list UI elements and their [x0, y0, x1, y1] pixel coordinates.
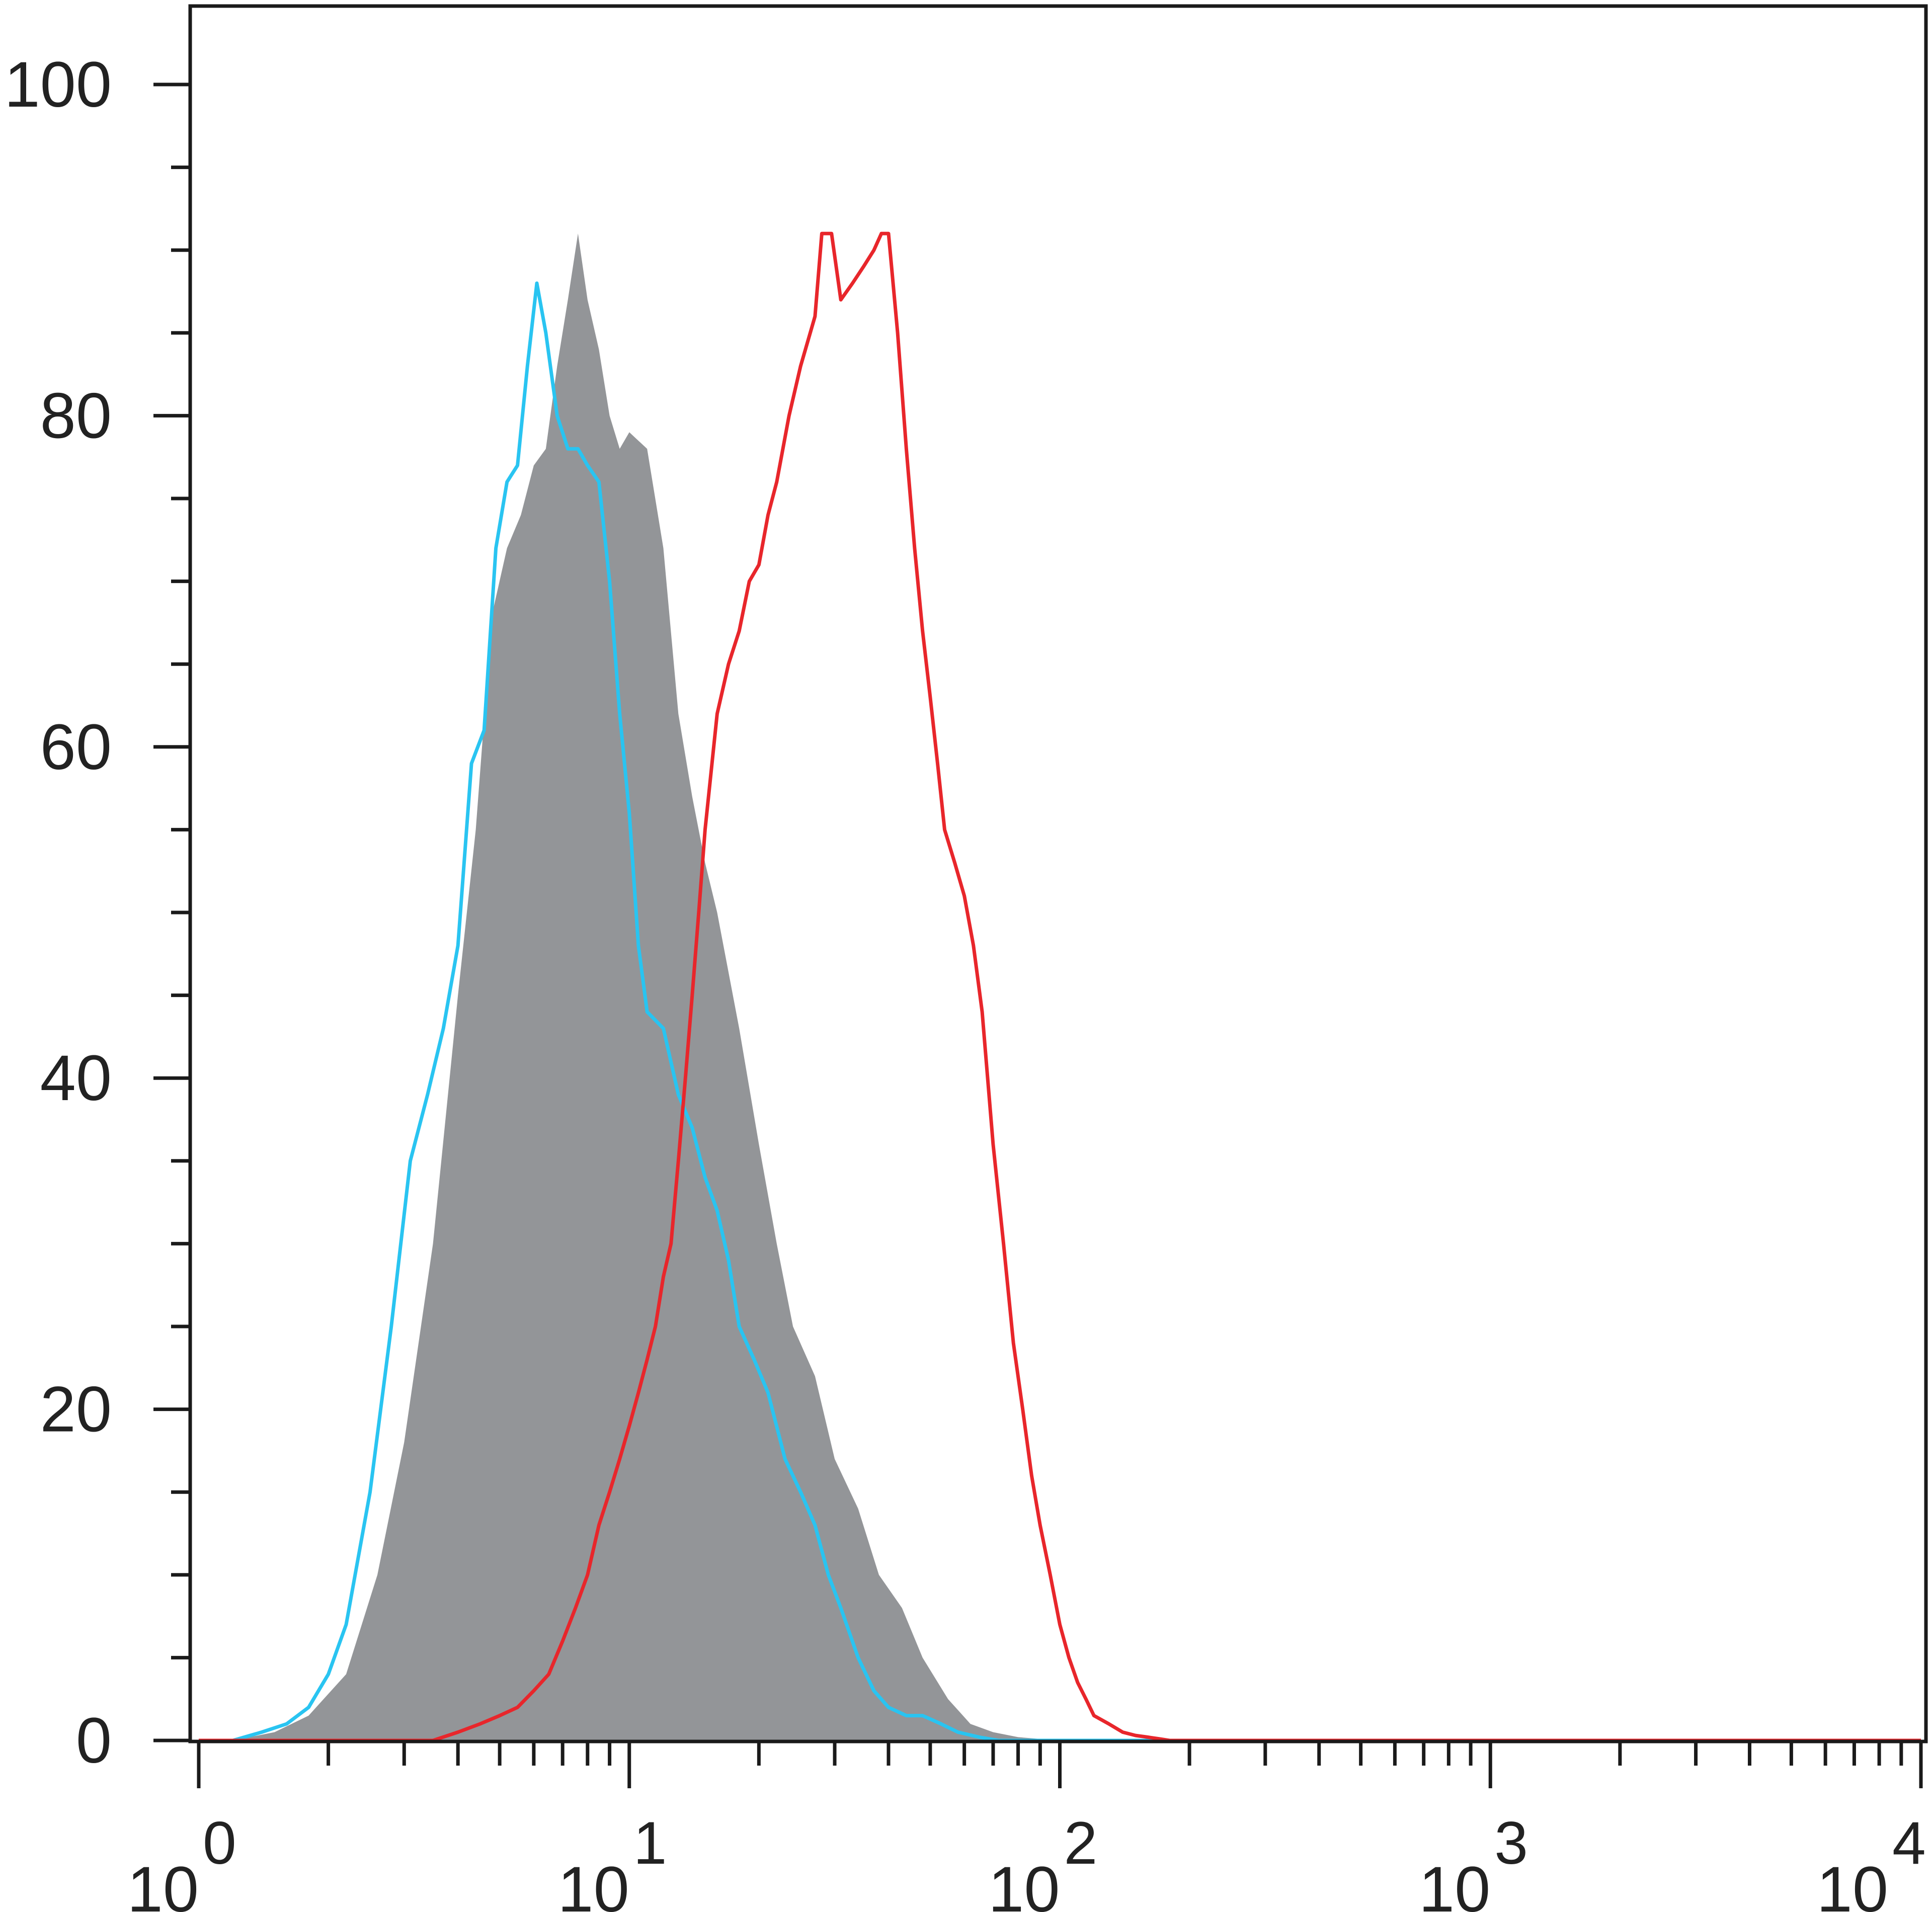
x-tick-label-exponent: 2: [1064, 1809, 1098, 1877]
y-tick-label: 100: [4, 49, 112, 121]
x-tick-label-base: 10: [557, 1854, 629, 1912]
y-tick-label: 40: [40, 1042, 112, 1114]
x-tick-label-exponent: 0: [203, 1809, 236, 1877]
x-tick-label-exponent: 1: [633, 1809, 667, 1877]
x-tick-label-base: 10: [127, 1854, 199, 1912]
series-2-line: [199, 231, 1921, 1742]
y-tick-label: 20: [40, 1374, 112, 1446]
x-tick-label-base: 10: [1817, 1854, 1888, 1912]
x-tick-label-base: 10: [1419, 1854, 1490, 1912]
x-tick-label-base: 10: [988, 1854, 1060, 1912]
y-tick-label: 60: [40, 711, 112, 783]
series-0-area: [232, 233, 1060, 1740]
y-tick-label: 80: [40, 380, 112, 452]
x-tick-label-exponent: 3: [1494, 1809, 1528, 1877]
x-tick-label-exponent: 4: [1892, 1809, 1926, 1877]
y-axis: 0 20 40 60 80 100: [4, 49, 190, 1777]
y-tick-label: 0: [76, 1705, 112, 1777]
